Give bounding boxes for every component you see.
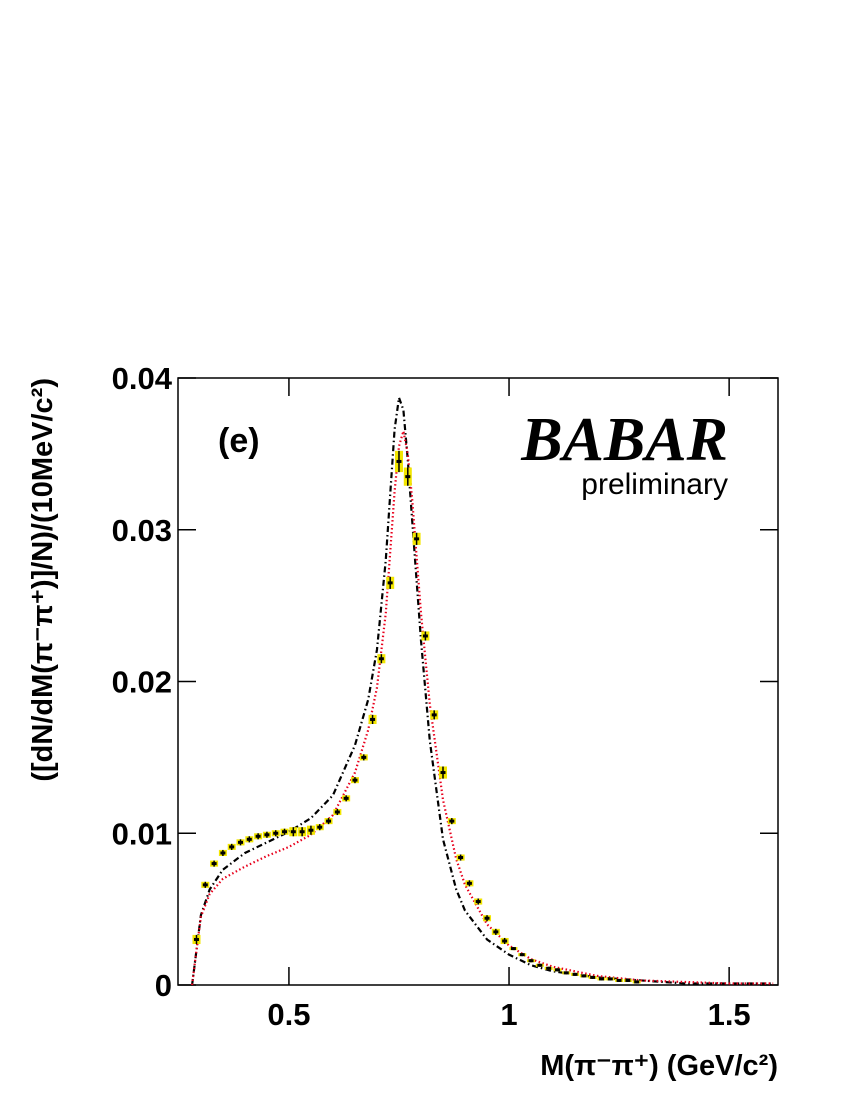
y-axis-label: ([dN/dM(π⁻π⁺)]/N)/(10MeV/c²) xyxy=(27,378,59,782)
data-point xyxy=(634,980,640,984)
data-point xyxy=(431,713,437,717)
data-point xyxy=(361,755,367,759)
data-point xyxy=(282,830,288,834)
data-point xyxy=(502,939,508,943)
model-curve xyxy=(190,430,774,986)
data-point xyxy=(554,968,560,972)
data-point xyxy=(510,947,516,951)
data-point xyxy=(378,657,384,661)
data-point xyxy=(449,819,455,823)
data-point xyxy=(458,856,464,860)
x-tick-label: 1.5 xyxy=(708,997,751,1032)
data-point xyxy=(475,900,481,904)
data-point xyxy=(273,831,279,835)
data-point xyxy=(414,537,420,541)
data-point xyxy=(405,475,411,479)
data-point xyxy=(546,966,552,970)
data-point xyxy=(308,828,314,832)
data-point xyxy=(563,971,569,975)
y-tick-label: 0.03 xyxy=(112,513,172,548)
data-point xyxy=(493,930,499,934)
data-point xyxy=(370,717,376,721)
data-point xyxy=(326,819,332,823)
data-point xyxy=(616,978,622,982)
data-point xyxy=(598,977,604,981)
data-point xyxy=(607,977,613,981)
x-tick-label: 1 xyxy=(500,997,517,1032)
logo-subtitle: preliminary xyxy=(581,468,728,501)
data-point xyxy=(625,978,631,982)
y-tick-label: 0.01 xyxy=(112,816,172,851)
data-point xyxy=(229,845,235,849)
y-tick-label: 0.02 xyxy=(112,665,172,700)
y-tick-label: 0 xyxy=(155,968,172,1003)
panel-label: (e) xyxy=(218,422,260,460)
data-point xyxy=(352,778,358,782)
data-point xyxy=(484,916,490,920)
data-point xyxy=(334,810,340,814)
data-point xyxy=(202,883,208,887)
data-point xyxy=(396,459,402,463)
data-point xyxy=(590,975,596,979)
data-point xyxy=(299,830,305,834)
x-tick-label: 0.5 xyxy=(267,997,310,1032)
data-point xyxy=(519,953,525,957)
data-point xyxy=(317,825,323,829)
x-axis-label: M(π⁻π⁺) (GeV/c²) xyxy=(540,1050,778,1082)
data-point xyxy=(528,959,534,963)
data-point xyxy=(193,937,199,941)
logo: BABAR xyxy=(520,406,728,474)
data-point xyxy=(220,851,226,855)
y-tick-label: 0.04 xyxy=(112,361,173,396)
data-point xyxy=(264,833,270,837)
data-point xyxy=(422,634,428,638)
data-point xyxy=(572,972,578,976)
data-point xyxy=(238,840,244,844)
data-point xyxy=(537,963,543,967)
data-point xyxy=(343,796,349,800)
data-point xyxy=(211,862,217,866)
data-point xyxy=(466,881,472,885)
data-point xyxy=(440,771,446,775)
data-point xyxy=(290,830,296,834)
data-point xyxy=(387,581,393,585)
data-point xyxy=(581,974,587,978)
data-point xyxy=(246,837,252,841)
data-point xyxy=(255,834,261,838)
